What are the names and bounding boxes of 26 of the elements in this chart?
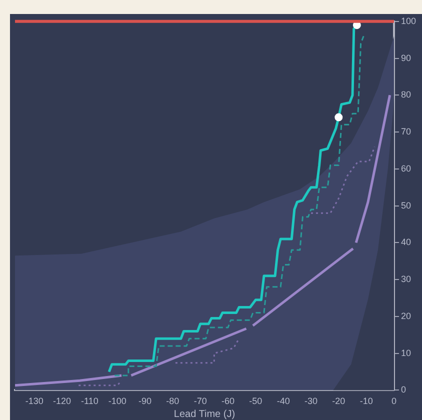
y-tick-label: 80 — [400, 90, 411, 100]
x-axis-title: Lead Time (J) — [174, 408, 236, 420]
x-tick-label: -100 — [108, 396, 126, 406]
x-tick-label: -30 — [304, 396, 318, 406]
x-tick-label: -40 — [276, 396, 290, 406]
y-tick-label: 100 — [400, 16, 416, 26]
x-tick-label: -130 — [25, 396, 44, 406]
y-tick-label: 20 — [400, 310, 411, 321]
x-tick-label: -10 — [360, 396, 373, 406]
y-tick-label: 30 — [400, 274, 411, 284]
y-tick-label: 70 — [400, 126, 411, 137]
x-tick-label: -90 — [138, 396, 152, 406]
x-tick-label: -120 — [53, 396, 72, 406]
x-tick-label: -80 — [166, 396, 180, 406]
x-tick-label: -60 — [222, 396, 235, 406]
y-tick-label: 10 — [400, 348, 411, 358]
y-tick-label: 0 — [400, 384, 406, 395]
y-tick-label: 40 — [400, 237, 411, 248]
x-tick-label: -50 — [249, 396, 262, 406]
y-tick-label: 50 — [400, 200, 411, 210]
x-tick-label: 0 — [391, 396, 396, 406]
x-tick-label: -20 — [332, 396, 346, 406]
x-tick-label: -70 — [194, 396, 207, 406]
y-tick-label: 90 — [400, 52, 411, 63]
y-tick-label: 60 — [400, 163, 411, 174]
x-tick-label: -110 — [81, 396, 98, 406]
